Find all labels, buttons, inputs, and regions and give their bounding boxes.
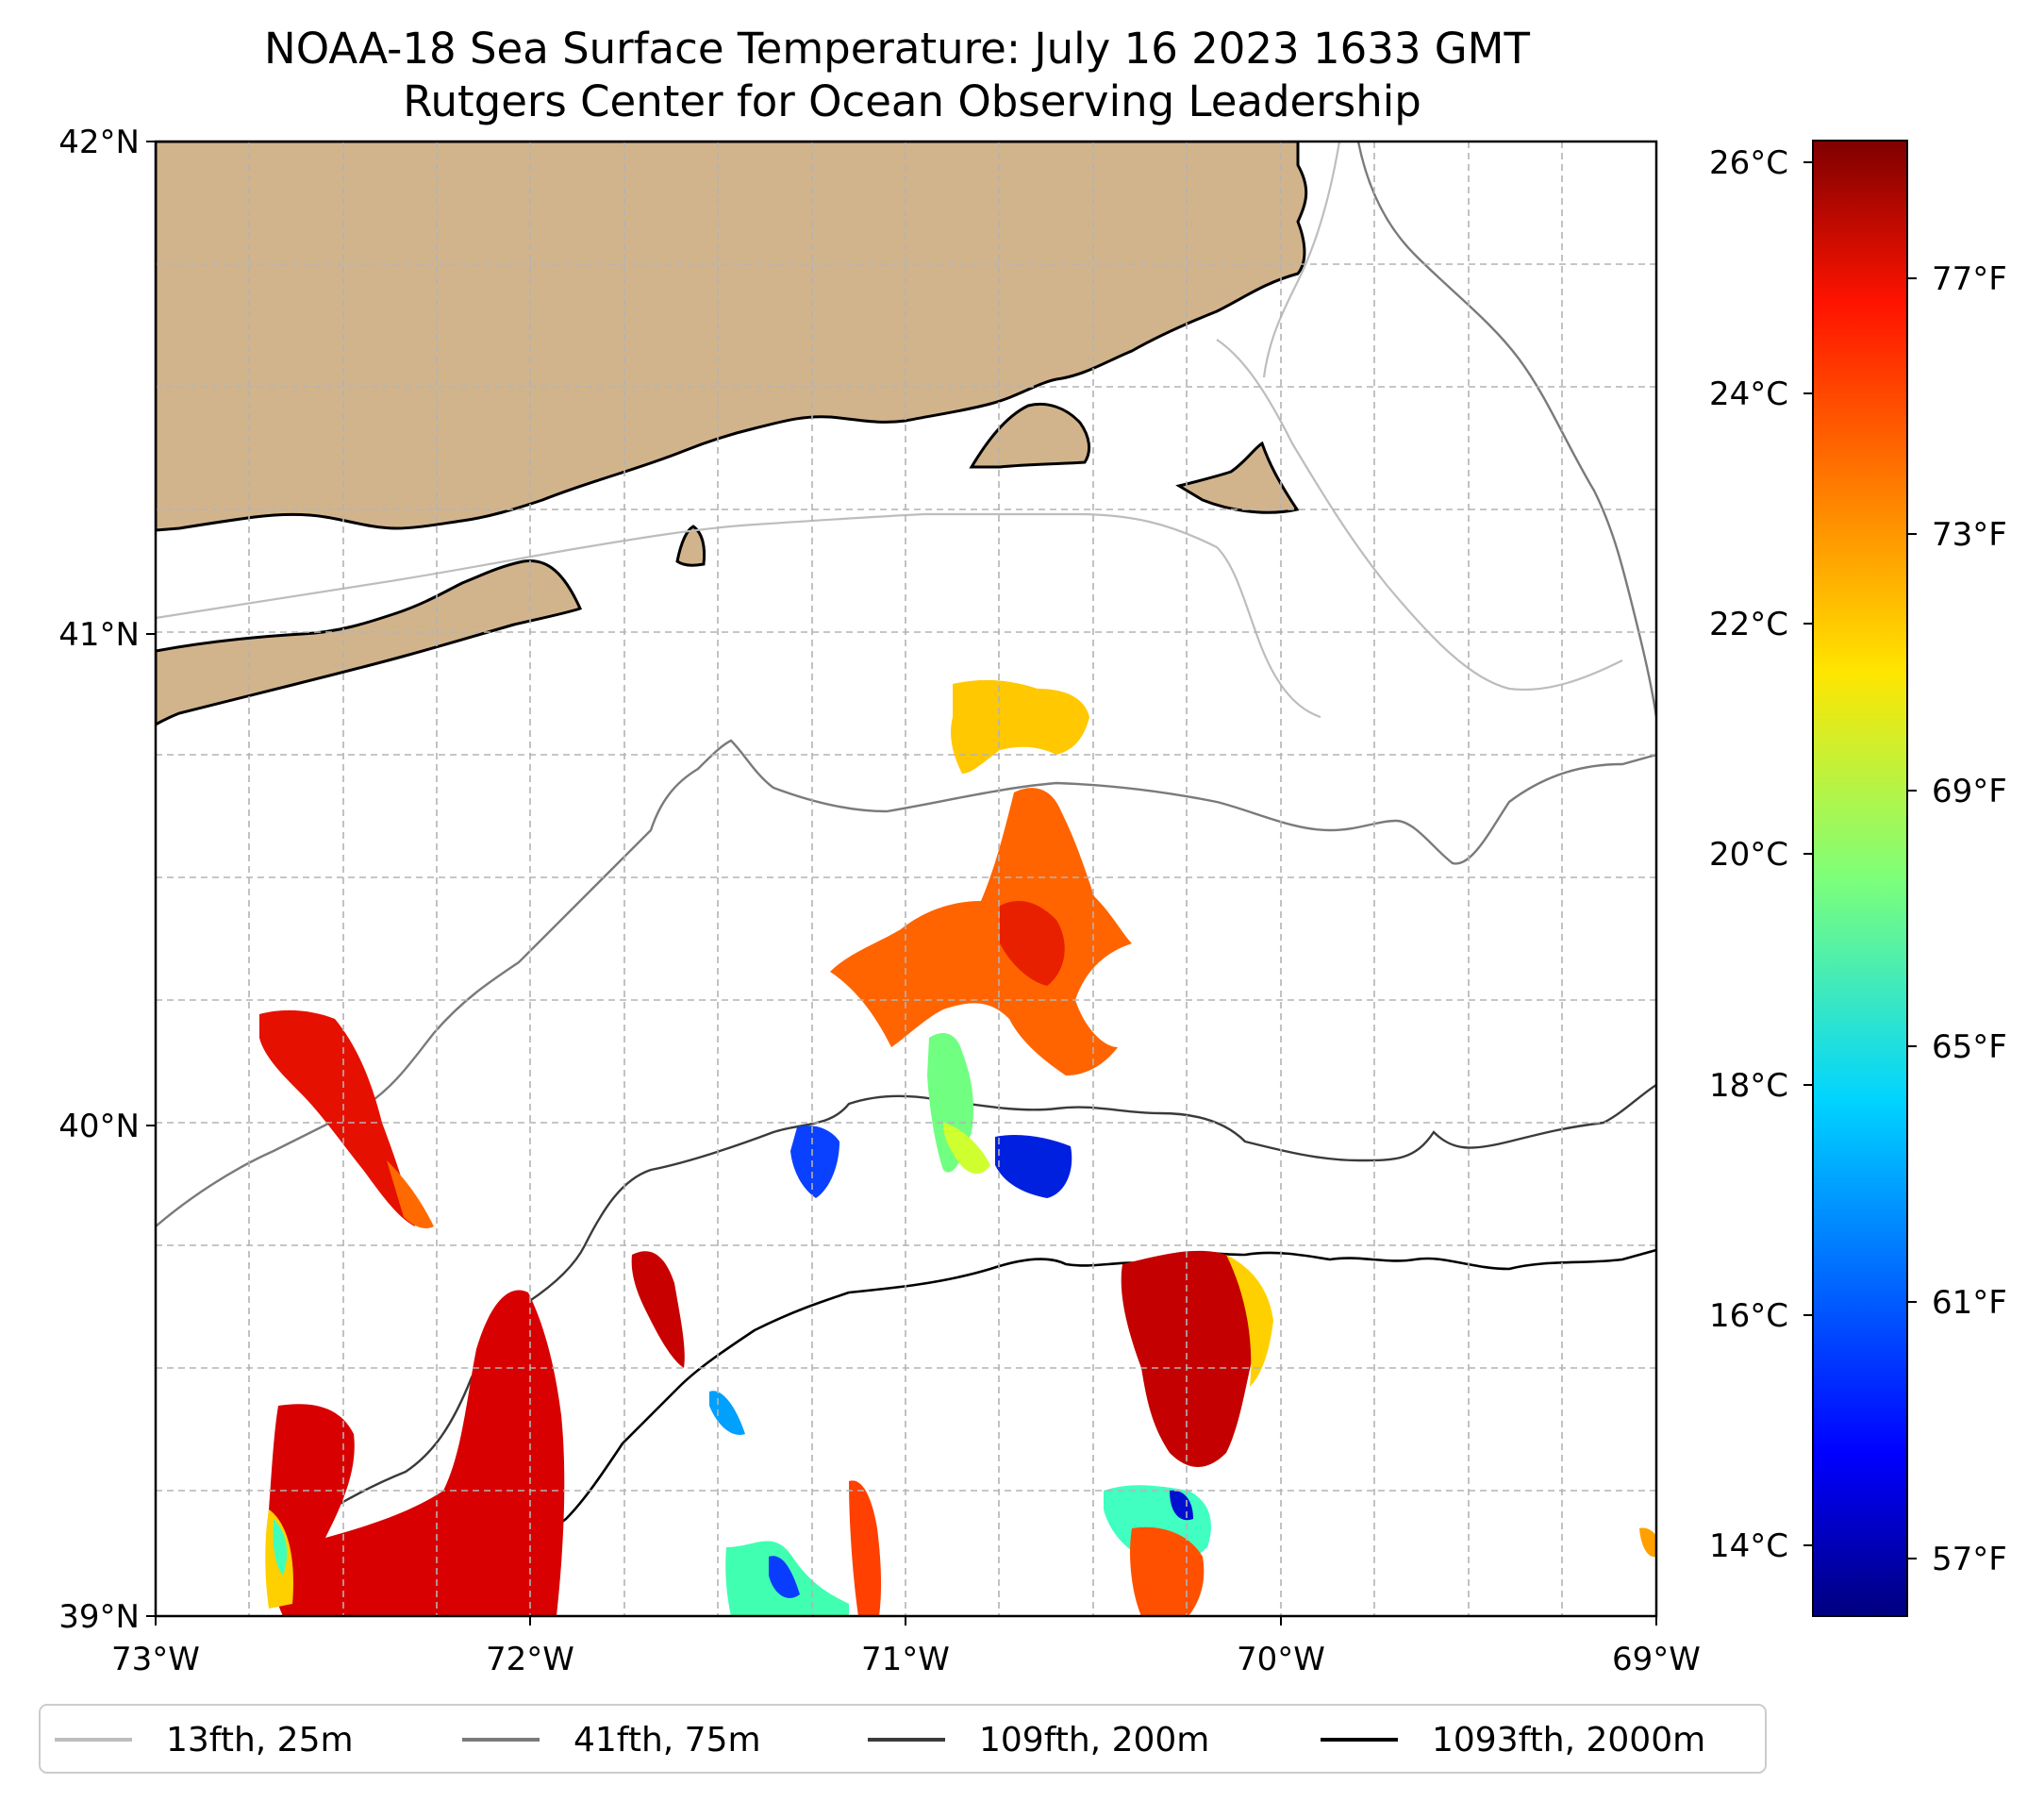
sst-patch-east-red <box>1121 1250 1256 1467</box>
sst-patch-far-east <box>1639 1527 1656 1558</box>
lon-tick-labels: 73°W 72°W 71°W 70°W 69°W <box>111 1616 1701 1678</box>
cbar-f-73: 73°F <box>1932 516 2007 554</box>
sst-patch-south-orange <box>849 1480 882 1616</box>
contour-75m <box>156 739 1656 1227</box>
sst-patch-south-blue <box>769 1556 800 1598</box>
legend-label-200m: 109fth, 200m <box>979 1721 1209 1759</box>
contour-25m-b <box>1216 339 1623 692</box>
cbar-c-24: 24°C <box>1709 375 1788 413</box>
land-block-island <box>675 525 706 567</box>
cbar-c-26: 26°C <box>1709 144 1788 182</box>
sst-patch-southwest-main <box>267 1290 565 1616</box>
land-long-island <box>156 559 583 726</box>
map-subtitle: Rutgers Center for Ocean Observing Leade… <box>403 76 1421 126</box>
legend: 13fth, 25m 41fth, 75m 109fth, 200m 1093f… <box>39 1704 1767 1774</box>
cbar-c-14: 14°C <box>1709 1527 1788 1565</box>
map-title: NOAA-18 Sea Surface Temperature: July 16… <box>264 24 1530 74</box>
lon-tick-71: 71°W <box>861 1641 950 1678</box>
land-mainland <box>156 142 1308 532</box>
lon-tick-72: 72°W <box>486 1641 574 1678</box>
sst-patch-mid-yellow <box>943 1123 990 1175</box>
sst-patch-mid-blue <box>995 1135 1072 1198</box>
legend-label-25m: 13fth, 25m <box>166 1721 354 1759</box>
land-nantucket <box>1175 441 1300 514</box>
cbar-c-22: 22°C <box>1709 606 1788 643</box>
sst-patch-west-warm-tail <box>387 1160 434 1228</box>
sst-patch-southwest-cool <box>273 1519 288 1576</box>
sst-patch-center-warm <box>631 1251 685 1368</box>
cbar-f-77: 77°F <box>1932 260 2007 298</box>
cbar-f-61: 61°F <box>1932 1284 2007 1322</box>
cbar-c-18: 18°C <box>1709 1067 1788 1105</box>
sst-patch-mid-red <box>1000 901 1065 986</box>
lat-tick-40: 40°N <box>58 1108 140 1145</box>
colorbar-celsius-ticks: 26°C 24°C 22°C 20°C 18°C 16°C 14°C <box>1709 144 1813 1565</box>
graticule <box>156 141 1656 1616</box>
lat-tick-42: 42°N <box>58 124 140 161</box>
legend-label-75m: 41fth, 75m <box>573 1721 761 1759</box>
contour-2000m <box>442 1248 1656 1616</box>
contour-75m-east <box>1356 142 1656 718</box>
legend-label-2000m: 1093fth, 2000m <box>1432 1721 1705 1759</box>
cbar-c-16: 16°C <box>1709 1297 1788 1335</box>
lat-tick-41: 41°N <box>58 616 140 654</box>
cbar-f-69: 69°F <box>1932 773 2007 810</box>
lat-tick-labels: 42°N 41°N 40°N 39°N <box>58 124 156 1636</box>
sst-patch-east-orange <box>1130 1526 1205 1616</box>
cbar-f-65: 65°F <box>1932 1028 2007 1066</box>
lon-tick-69: 69°W <box>1612 1641 1701 1678</box>
contour-25m-c <box>1262 142 1341 378</box>
lat-tick-39: 39°N <box>58 1598 140 1636</box>
sst-patches <box>259 679 1656 1616</box>
colorbar: 26°C 24°C 22°C 20°C 18°C 16°C 14°C 77°F … <box>1709 140 2007 1617</box>
lon-tick-73: 73°W <box>111 1641 200 1678</box>
cbar-c-20: 20°C <box>1709 836 1788 874</box>
contour-25m-a <box>156 512 1321 719</box>
sst-patch-west-warm <box>259 1009 415 1226</box>
colorbar-gradient <box>1812 140 1908 1617</box>
cbar-f-57: 57°F <box>1932 1541 2007 1578</box>
sst-patch-east-edge <box>1226 1255 1273 1387</box>
land-marthas-vineyard <box>969 402 1091 469</box>
sst-patch-north-yellow <box>951 679 1089 774</box>
lon-tick-70: 70°W <box>1237 1641 1325 1678</box>
sst-patch-west-blue <box>790 1126 839 1198</box>
colorbar-fahrenheit-ticks: 77°F 73°F 69°F 65°F 61°F 57°F <box>1907 260 2007 1578</box>
